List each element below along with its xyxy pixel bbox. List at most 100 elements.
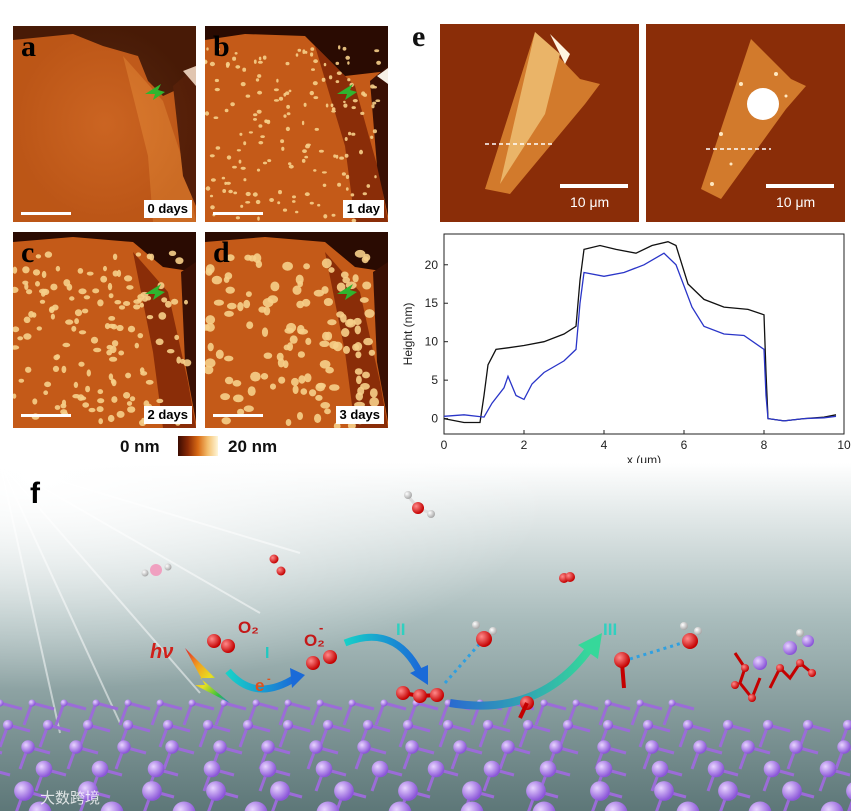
lattice-atom (590, 781, 610, 801)
lattice-atom (315, 760, 333, 778)
lattice-atom (348, 699, 356, 707)
scale-label-e-left: 10 μm (570, 194, 610, 210)
lattice-atom (371, 760, 389, 778)
lattice-atom (402, 719, 414, 731)
x-tick-label: 0 (441, 438, 448, 452)
x-tick-label: 4 (601, 438, 608, 452)
lattice-atom (762, 719, 774, 731)
lattice-atom (460, 801, 484, 811)
lattice-atom (142, 781, 162, 801)
lattice-atom (398, 781, 418, 801)
time-label-c: 2 days (143, 406, 192, 424)
lattice-atom (28, 801, 52, 811)
lattice-atom (532, 801, 556, 811)
panel-label-c: c (21, 236, 35, 269)
series-line-1 (443, 241, 837, 424)
lattice-atom (522, 719, 534, 731)
lattice-atom (442, 719, 454, 731)
lattice-atom (595, 760, 613, 778)
x-tick-label: 2 (521, 438, 528, 452)
lattice-atom (388, 801, 412, 811)
lattice-atom (316, 699, 324, 707)
lattice-atom (213, 740, 227, 754)
lattice-atom (842, 719, 851, 731)
svg-text:hν: hν (150, 641, 173, 663)
lattice-atom (501, 740, 515, 754)
scale-bar-e-left (560, 184, 628, 188)
svg-text:III: III (603, 620, 617, 639)
afm-image-a (13, 26, 196, 222)
lattice-atom (203, 760, 221, 778)
lattice-atom (748, 801, 772, 811)
lattice-atom (92, 699, 100, 707)
lattice-atom (334, 781, 354, 801)
lattice-atom (357, 740, 371, 754)
lattice-atom (604, 801, 628, 811)
svg-text:II: II (396, 620, 405, 639)
lattice-atom (380, 699, 388, 707)
lattice-atom (602, 719, 614, 731)
lattice-atom (244, 801, 268, 811)
lattice-atom (0, 699, 4, 707)
lattice-atom (284, 699, 292, 707)
lattice-atom (707, 760, 725, 778)
y-tick-label: 15 (425, 296, 439, 310)
lattice-atom (453, 740, 467, 754)
lattice-atom (60, 699, 68, 707)
lattice-atom (483, 760, 501, 778)
lattice-atom (2, 719, 14, 731)
lattice-atom (718, 781, 738, 801)
y-tick-label: 0 (431, 412, 438, 426)
lattice-atom (636, 699, 644, 707)
lattice-atom (604, 699, 612, 707)
lattice-atom (645, 740, 659, 754)
time-label-a: 0 days (143, 200, 192, 218)
panel-label-d: d (213, 236, 230, 269)
lattice-atom (462, 781, 482, 801)
lattice-atom (14, 781, 34, 801)
x-tick-label: 8 (761, 438, 768, 452)
y-tick-label: 20 (425, 258, 439, 272)
x-tick-label: 6 (681, 438, 688, 452)
lattice-atom (562, 719, 574, 731)
y-tick-label: 5 (431, 373, 438, 387)
height-profile-chart: 0 2 4 6 8 10 0 5 10 15 20 x (μm) Height (nm) (401, 233, 851, 464)
panel-label-b: b (213, 30, 230, 63)
lattice-atom (427, 760, 445, 778)
arrow-marker-a (145, 84, 165, 100)
lattice-atom (668, 699, 676, 707)
x-axis-label: x (μm) (627, 453, 661, 464)
lattice-atom (242, 719, 254, 731)
lattice-atom (82, 719, 94, 731)
lattice-atom (676, 801, 700, 811)
colorbar-max-label: 20 nm (228, 437, 278, 456)
lattice-atom (540, 699, 548, 707)
lattice-atom (539, 760, 557, 778)
panel-label-e: e (412, 20, 426, 53)
lattice-atom (741, 740, 755, 754)
lattice-atom (549, 740, 563, 754)
arrow-marker-c (145, 284, 165, 300)
panel-label-a: a (21, 30, 36, 63)
lattice-atom (782, 781, 802, 801)
lattice-atom (572, 699, 580, 707)
lattice-atom (837, 740, 851, 754)
scale-bar-d (213, 414, 263, 417)
lattice-atom (188, 699, 196, 707)
lattice-atom (654, 781, 674, 801)
svg-text:I: I (265, 645, 269, 662)
schematic-panel-f: hν O₂ I e - O₂ - II III (0, 463, 851, 811)
lattice-atom (122, 719, 134, 731)
colorbar (178, 436, 218, 456)
time-label-d: 3 days (335, 406, 384, 424)
lattice-atom (91, 760, 109, 778)
lattice-atom (162, 719, 174, 731)
afm-panel-e-right: 10 μm (646, 24, 845, 222)
svg-text:e: e (255, 676, 264, 695)
lattice-atom (722, 719, 734, 731)
afm-image-e-right (646, 24, 845, 222)
o2-molecule-float-2 (559, 572, 575, 583)
afm-image-c (13, 232, 196, 428)
lattice-atom (261, 740, 275, 754)
lattice-atom (156, 699, 164, 707)
